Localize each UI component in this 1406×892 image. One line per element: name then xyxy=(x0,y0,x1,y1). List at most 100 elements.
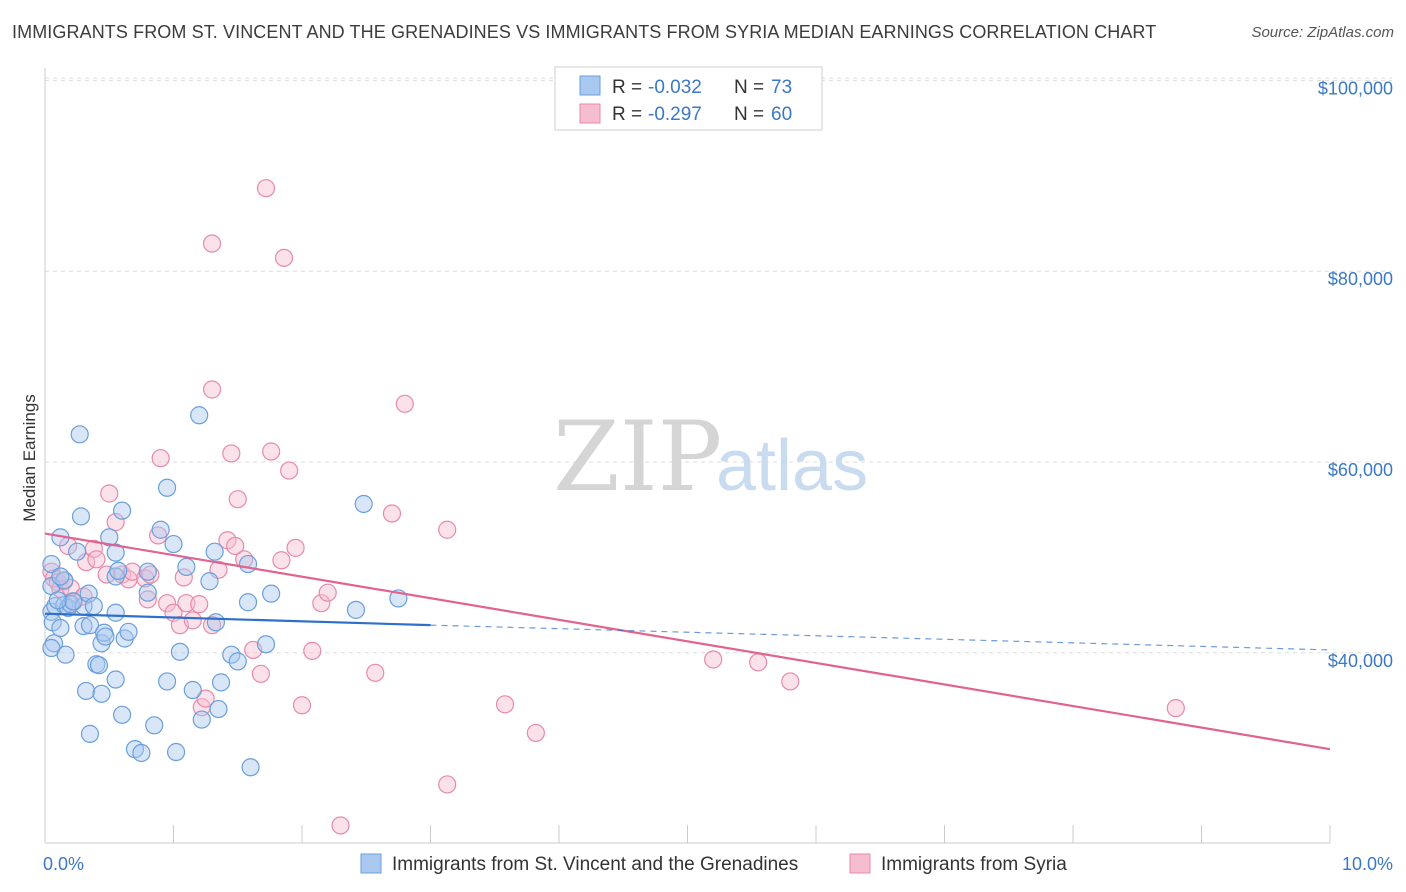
syria-point-52 xyxy=(318,583,337,602)
syria-point-27 xyxy=(177,594,196,613)
syria-point-13 xyxy=(100,484,119,503)
svg-vincent-point-38 xyxy=(119,622,138,641)
syria-point-44 xyxy=(262,442,281,461)
svg-vincent-point-20 xyxy=(80,616,100,635)
series-legend-label-pink: Immigrants from Syria xyxy=(881,854,1067,875)
trend-lines xyxy=(44,532,1331,751)
svg-vincent-point-26 xyxy=(92,684,111,703)
legend-n-value-pink: 60 xyxy=(771,104,792,125)
syria-point-31 xyxy=(196,689,215,708)
y-axis-label: Median Earnings xyxy=(20,394,39,522)
svg-vincent-point-58 xyxy=(211,673,231,692)
syria-point-23 xyxy=(157,594,177,613)
svg-vincent-point-22 xyxy=(80,724,100,743)
svg-vincent-point-64 xyxy=(256,635,276,654)
trend-line-syria xyxy=(44,532,1331,751)
series-legend-swatch-blue xyxy=(360,853,382,874)
x-tick-max: 10.0% xyxy=(1342,854,1393,874)
syria-point-61 xyxy=(704,650,723,669)
svg-vincent-point-11 xyxy=(56,645,75,664)
watermark-zip: ZIP xyxy=(553,401,722,513)
syria-point-12 xyxy=(97,565,116,584)
svg-vincent-point-0 xyxy=(42,554,61,574)
svg-vincent-point-53 xyxy=(192,710,211,729)
syria-point-46 xyxy=(274,248,294,267)
legend-r-label-pink: R = xyxy=(612,104,642,125)
series-legend-label-blue: Immigrants from St. Vincent and the Gren… xyxy=(392,854,798,875)
svg-vincent-point-40 xyxy=(132,743,151,763)
syria-point-57 xyxy=(438,775,457,794)
x-axis xyxy=(44,68,1331,844)
legend-n-label-blue: N = xyxy=(734,77,764,98)
svg-vincent-point-56 xyxy=(206,613,226,632)
syria-point-34 xyxy=(202,234,222,253)
svg-vincent-point-48 xyxy=(166,742,186,762)
syria-point-51 xyxy=(312,594,331,613)
legend-r-value-pink: -0.297 xyxy=(648,104,702,125)
svg-vincent-point-72 xyxy=(106,603,125,622)
syria-point-11 xyxy=(87,550,106,569)
syria-point-6 xyxy=(61,578,80,598)
blue-points xyxy=(42,406,408,777)
stats-legend: R = -0.032 N = 73 R = -0.297 N = 60 xyxy=(554,66,823,131)
svg-vincent-point-30 xyxy=(100,528,119,547)
syria-point-49 xyxy=(292,696,312,715)
svg-vincent-point-69 xyxy=(51,567,70,586)
y-tick-label-0: $40,000 xyxy=(1328,651,1393,671)
svg-vincent-point-16 xyxy=(71,507,91,526)
y-tick-label-1: $60,000 xyxy=(1328,460,1393,480)
syria-point-26 xyxy=(174,568,193,587)
syria-point-59 xyxy=(495,695,515,714)
watermark: ZIP atlas xyxy=(553,401,868,513)
svg-vincent-point-54 xyxy=(200,572,219,591)
svg-vincent-point-15 xyxy=(70,425,89,444)
trend-line-vincent-extension xyxy=(430,624,1331,651)
syria-point-28 xyxy=(183,611,202,630)
svg-vincent-point-51 xyxy=(183,680,202,700)
legend-n-label-pink: N = xyxy=(734,104,764,125)
svg-vincent-point-55 xyxy=(205,542,224,561)
syria-point-63 xyxy=(781,672,800,691)
y-tick-label-2: $80,000 xyxy=(1328,269,1393,289)
svg-vincent-point-50 xyxy=(177,557,196,577)
syria-point-47 xyxy=(280,461,299,480)
syria-point-39 xyxy=(228,490,247,509)
syria-point-38 xyxy=(226,536,245,556)
svg-vincent-point-18 xyxy=(74,616,93,636)
series-legend: Immigrants from St. Vincent and the Gren… xyxy=(360,853,1067,875)
svg-vincent-point-4 xyxy=(44,634,64,653)
syria-point-29 xyxy=(190,595,209,614)
y-tick-labels: $40,000 $60,000 $80,000 $100,000 xyxy=(1318,78,1393,670)
watermark-atlas: atlas xyxy=(716,426,868,506)
syria-point-9 xyxy=(77,553,96,572)
source-label: Source: ZipAtlas.com xyxy=(1251,24,1394,41)
svg-vincent-point-59 xyxy=(222,645,241,664)
x-tick-min: 0.0% xyxy=(43,854,84,874)
svg-vincent-point-45 xyxy=(157,478,177,497)
x-tick-labels: 0.0% 10.0% xyxy=(43,854,1393,874)
svg-vincent-point-44 xyxy=(151,520,170,539)
y-tick-label-3: $100,000 xyxy=(1318,78,1393,98)
svg-vincent-point-65 xyxy=(262,584,281,603)
syria-point-42 xyxy=(251,664,270,683)
svg-vincent-point-35 xyxy=(112,501,132,520)
svg-vincent-point-47 xyxy=(164,534,183,554)
legend-n-value-blue: 73 xyxy=(771,77,792,98)
syria-point-14 xyxy=(106,513,125,532)
svg-vincent-point-34 xyxy=(109,561,128,580)
series-legend-swatch-pink xyxy=(849,853,871,874)
trend-line-vincent xyxy=(44,612,431,627)
svg-vincent-point-67 xyxy=(354,494,373,514)
svg-vincent-point-70 xyxy=(64,592,83,611)
syria-point-64 xyxy=(1166,699,1185,718)
syria-point-62 xyxy=(749,653,768,672)
svg-vincent-point-43 xyxy=(145,716,164,735)
svg-vincent-point-61 xyxy=(238,554,258,574)
syria-point-53 xyxy=(331,816,350,835)
svg-vincent-point-23 xyxy=(84,596,103,616)
svg-vincent-point-36 xyxy=(112,705,132,724)
syria-point-50 xyxy=(303,641,322,660)
syria-point-37 xyxy=(222,444,241,463)
syria-point-43 xyxy=(256,179,276,198)
